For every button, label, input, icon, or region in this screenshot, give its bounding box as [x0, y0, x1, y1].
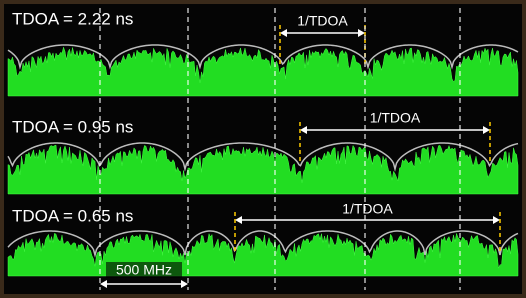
tdoa-label: TDOA = 0.95 ns — [12, 117, 133, 136]
scale-label: 500 MHz — [116, 262, 172, 278]
period-label: 1/TDOA — [370, 110, 421, 126]
period-label: 1/TDOA — [342, 201, 393, 217]
page: TDOA = 2.22 ns 1/TDOA TDOA = 0.95 ns 1/TDOA… — [0, 0, 526, 298]
period-label: 1/TDOA — [297, 13, 348, 29]
tdoa-label: TDOA = 2.22 ns — [12, 9, 133, 28]
tdoa-label: TDOA = 0.65 ns — [12, 206, 133, 225]
figure: TDOA = 2.22 ns 1/TDOA TDOA = 0.95 ns 1/TDOA… — [0, 0, 526, 298]
spectrum-trace — [8, 145, 518, 194]
